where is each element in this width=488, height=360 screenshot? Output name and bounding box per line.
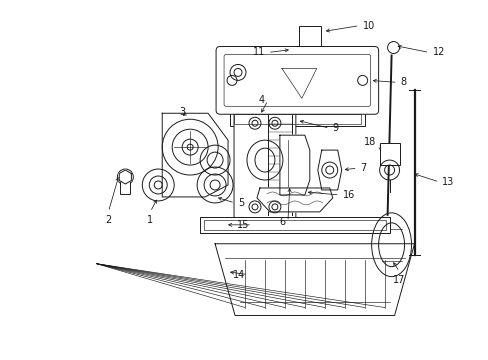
Polygon shape [215, 244, 414, 315]
Polygon shape [256, 188, 332, 212]
Text: 5: 5 [238, 198, 244, 208]
Text: 9: 9 [332, 123, 338, 133]
Text: 7: 7 [360, 163, 366, 173]
Text: 12: 12 [431, 48, 444, 58]
Text: 6: 6 [279, 217, 285, 227]
Text: 2: 2 [105, 215, 111, 225]
Text: 1: 1 [147, 215, 153, 225]
FancyBboxPatch shape [234, 105, 295, 225]
Text: 4: 4 [258, 95, 264, 105]
Text: 14: 14 [232, 270, 244, 280]
FancyBboxPatch shape [216, 46, 378, 114]
Bar [281, 51, 297, 59]
Text: 18: 18 [364, 137, 376, 147]
Bar [200, 217, 389, 233]
Text: 3: 3 [179, 107, 185, 117]
Text: 15: 15 [236, 220, 248, 230]
Polygon shape [279, 135, 309, 195]
Text: 16: 16 [342, 190, 354, 200]
Text: 10: 10 [362, 21, 374, 31]
Polygon shape [162, 113, 227, 197]
Bar [298, 26, 320, 45]
Text: 17: 17 [392, 275, 405, 285]
Bar [379, 143, 399, 165]
Bar [203, 220, 385, 230]
Text: 13: 13 [442, 177, 454, 187]
Bar [229, 112, 364, 126]
Polygon shape [281, 68, 316, 98]
Bar [234, 114, 360, 124]
Polygon shape [317, 150, 341, 190]
Bar [120, 180, 130, 194]
Text: 8: 8 [400, 77, 406, 87]
Polygon shape [119, 170, 131, 184]
Text: 11: 11 [252, 48, 264, 58]
